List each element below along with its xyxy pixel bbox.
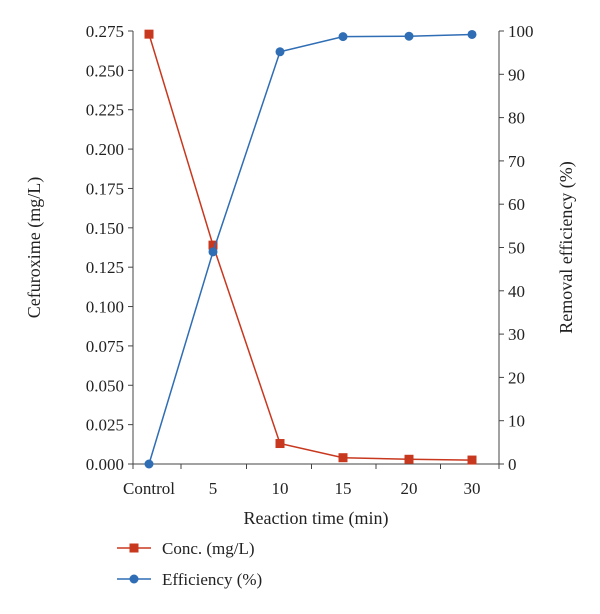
x-tick-label: 30	[464, 479, 481, 498]
x-ticks: Control 5 10 15 20 30	[123, 464, 500, 498]
data-point-circle	[275, 47, 285, 57]
left-tick-label: 0.225	[86, 101, 124, 120]
left-tick-label: 0.075	[86, 337, 124, 356]
legend-label-efficiency: Efficiency (%)	[162, 570, 262, 589]
right-tick-label: 50	[508, 239, 525, 258]
data-point-circle	[338, 32, 348, 42]
x-axis-label: Reaction time (min)	[244, 508, 389, 529]
right-tick-label: 60	[508, 195, 525, 214]
data-point-square	[275, 439, 285, 449]
left-tick-label: 0.150	[86, 219, 124, 238]
left-tick-label: 0.275	[86, 22, 124, 41]
x-tick-label: 10	[272, 479, 289, 498]
legend-circle-marker	[129, 574, 139, 584]
data-point-circle	[208, 247, 218, 257]
data-point-square	[144, 29, 154, 39]
right-y-ticks: 0 10 20 30 40 50 60 70 80 90 100	[499, 22, 534, 474]
left-tick-label: 0.175	[86, 179, 124, 198]
left-tick-label: 0.200	[86, 140, 124, 159]
legend-item-conc: Conc. (mg/L)	[117, 539, 255, 558]
legend-item-efficiency: Efficiency (%)	[117, 570, 262, 589]
series-line	[148, 33, 473, 465]
right-tick-label: 0	[508, 455, 517, 474]
right-tick-label: 30	[508, 325, 525, 344]
right-tick-label: 20	[508, 368, 525, 387]
data-point-circle	[404, 31, 414, 41]
x-tick-label: 5	[209, 479, 218, 498]
left-tick-label: 0.125	[86, 258, 124, 277]
left-y-ticks: 0.000 0.025 0.050 0.075 0.100 0.125 0.150 0.175…	[86, 22, 133, 474]
series-layer	[144, 29, 477, 469]
data-point-square	[467, 455, 477, 465]
data-point-square	[208, 240, 218, 250]
data-point-square	[404, 454, 414, 464]
series-efficiency	[144, 29, 477, 469]
data-point-circle	[467, 29, 477, 39]
left-tick-label: 0.000	[86, 455, 124, 474]
right-tick-label: 40	[508, 282, 525, 301]
legend-label-conc: Conc. (mg/L)	[162, 539, 255, 558]
right-tick-label: 80	[508, 109, 525, 128]
legend: Conc. (mg/L) Efficiency (%)	[117, 539, 262, 589]
left-tick-label: 0.100	[86, 298, 124, 317]
x-tick-label: 15	[335, 479, 352, 498]
left-tick-label: 0.025	[86, 416, 124, 435]
series-conc	[144, 29, 477, 465]
data-point-square	[338, 453, 348, 463]
x-tick-label: 20	[401, 479, 418, 498]
right-y-axis-label: Removal efficiency (%)	[556, 161, 577, 334]
left-y-axis-label: Cefuroxime (mg/L)	[24, 177, 45, 318]
series-line	[148, 33, 473, 461]
x-tick-label: Control	[123, 479, 175, 498]
left-tick-label: 0.050	[86, 376, 124, 395]
right-tick-label: 10	[508, 412, 525, 431]
right-tick-label: 70	[508, 152, 525, 171]
right-tick-label: 90	[508, 65, 525, 84]
legend-square-marker	[129, 543, 139, 553]
axes	[132, 31, 500, 465]
left-tick-label: 0.250	[86, 61, 124, 80]
right-tick-label: 100	[508, 22, 534, 41]
data-point-circle	[144, 459, 154, 469]
